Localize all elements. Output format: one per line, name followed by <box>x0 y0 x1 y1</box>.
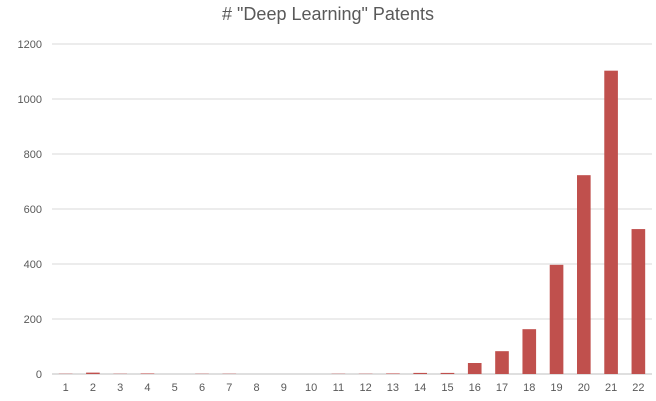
bar-20 <box>577 175 591 374</box>
x-tick-label: 9 <box>281 382 287 394</box>
x-tick-label: 20 <box>578 382 590 394</box>
x-tick-label: 5 <box>172 382 178 394</box>
bar-21 <box>604 70 618 375</box>
x-tick-label: 10 <box>305 382 317 394</box>
x-tick-label: 11 <box>333 382 344 394</box>
x-tick-label: 3 <box>117 382 123 394</box>
bar-16 <box>467 363 482 374</box>
x-tick-label: 15 <box>441 382 453 394</box>
y-tick-label: 1200 <box>18 39 42 51</box>
x-tick-label: 16 <box>469 382 481 394</box>
bar-2 <box>86 372 100 374</box>
bar-19 <box>549 264 564 374</box>
bar-15 <box>440 372 455 374</box>
y-tick-label: 200 <box>24 314 42 326</box>
y-tick-label: 600 <box>24 204 42 216</box>
bar-14 <box>413 372 427 374</box>
bar-13 <box>386 373 400 374</box>
x-tick-label: 8 <box>253 382 259 394</box>
x-tick-label: 14 <box>414 382 426 394</box>
x-tick-label: 6 <box>199 382 205 394</box>
x-tick-label: 7 <box>226 382 232 394</box>
bars <box>58 70 646 375</box>
x-tick-label: 12 <box>360 382 372 394</box>
bar-17 <box>495 351 509 374</box>
chart-title: # "Deep Learning" Patents <box>222 4 434 24</box>
y-axis-tick-labels: 0 200 400 600 800 1000 1200 <box>18 39 42 381</box>
x-tick-label: 1 <box>63 382 69 394</box>
x-tick-label: 21 <box>605 382 617 394</box>
x-tick-label: 4 <box>144 382 150 394</box>
x-tick-label: 17 <box>496 382 508 394</box>
bar-22 <box>631 229 646 374</box>
x-tick-label: 13 <box>387 382 399 394</box>
y-tick-label: 1000 <box>18 94 42 106</box>
x-tick-label: 22 <box>632 382 644 394</box>
y-tick-label: 800 <box>24 149 42 161</box>
y-tick-label: 0 <box>36 369 42 381</box>
y-tick-label: 400 <box>24 259 42 271</box>
bar-18 <box>522 329 537 374</box>
x-tick-label: 19 <box>550 382 562 394</box>
x-tick-label: 18 <box>523 382 535 394</box>
x-tick-label: 2 <box>90 382 96 394</box>
x-axis-tick-labels: 1 2 3 4 5 6 7 8 9 10 11 12 13 14 15 16 17 18 19 20 21 22 <box>63 382 645 394</box>
bar-4 <box>140 373 155 374</box>
